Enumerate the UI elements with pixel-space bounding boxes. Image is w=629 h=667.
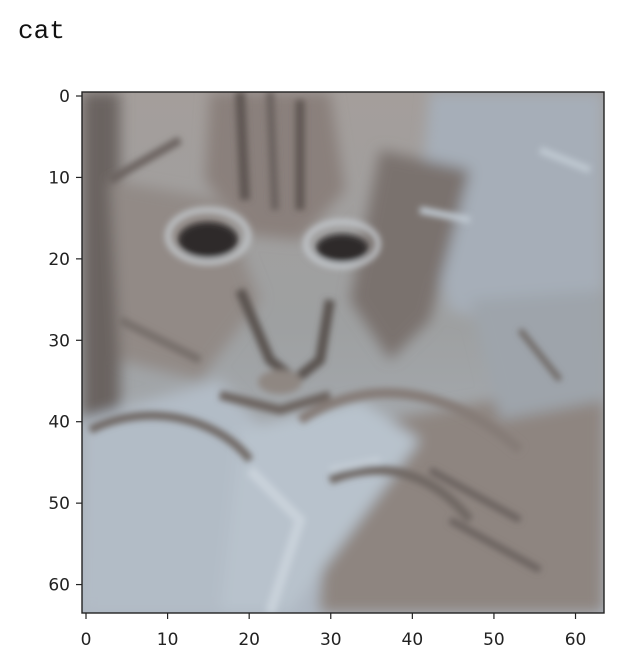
x-tick-label-50: 50 <box>483 630 505 650</box>
x-axis: 0 10 20 30 40 50 60 <box>81 613 587 650</box>
x-tick-label-60: 60 <box>565 630 587 650</box>
y-tick-label-10: 10 <box>48 168 70 188</box>
y-tick-label-50: 50 <box>48 494 70 514</box>
y-tick-label-40: 40 <box>48 413 70 433</box>
y-tick-label-0: 0 <box>59 87 70 107</box>
y-tick-label-20: 20 <box>48 250 70 270</box>
y-tick-label-30: 30 <box>48 331 70 351</box>
x-tick-label-30: 30 <box>320 630 342 650</box>
x-tick-label-20: 20 <box>238 630 260 650</box>
x-tick-label-40: 40 <box>402 630 424 650</box>
y-tick-label-60: 60 <box>48 576 70 596</box>
y-axis: 0 10 20 30 40 50 60 <box>48 87 82 596</box>
x-tick-label-10: 10 <box>157 630 179 650</box>
cat-image <box>82 92 604 613</box>
x-tick-label-0: 0 <box>81 630 92 650</box>
